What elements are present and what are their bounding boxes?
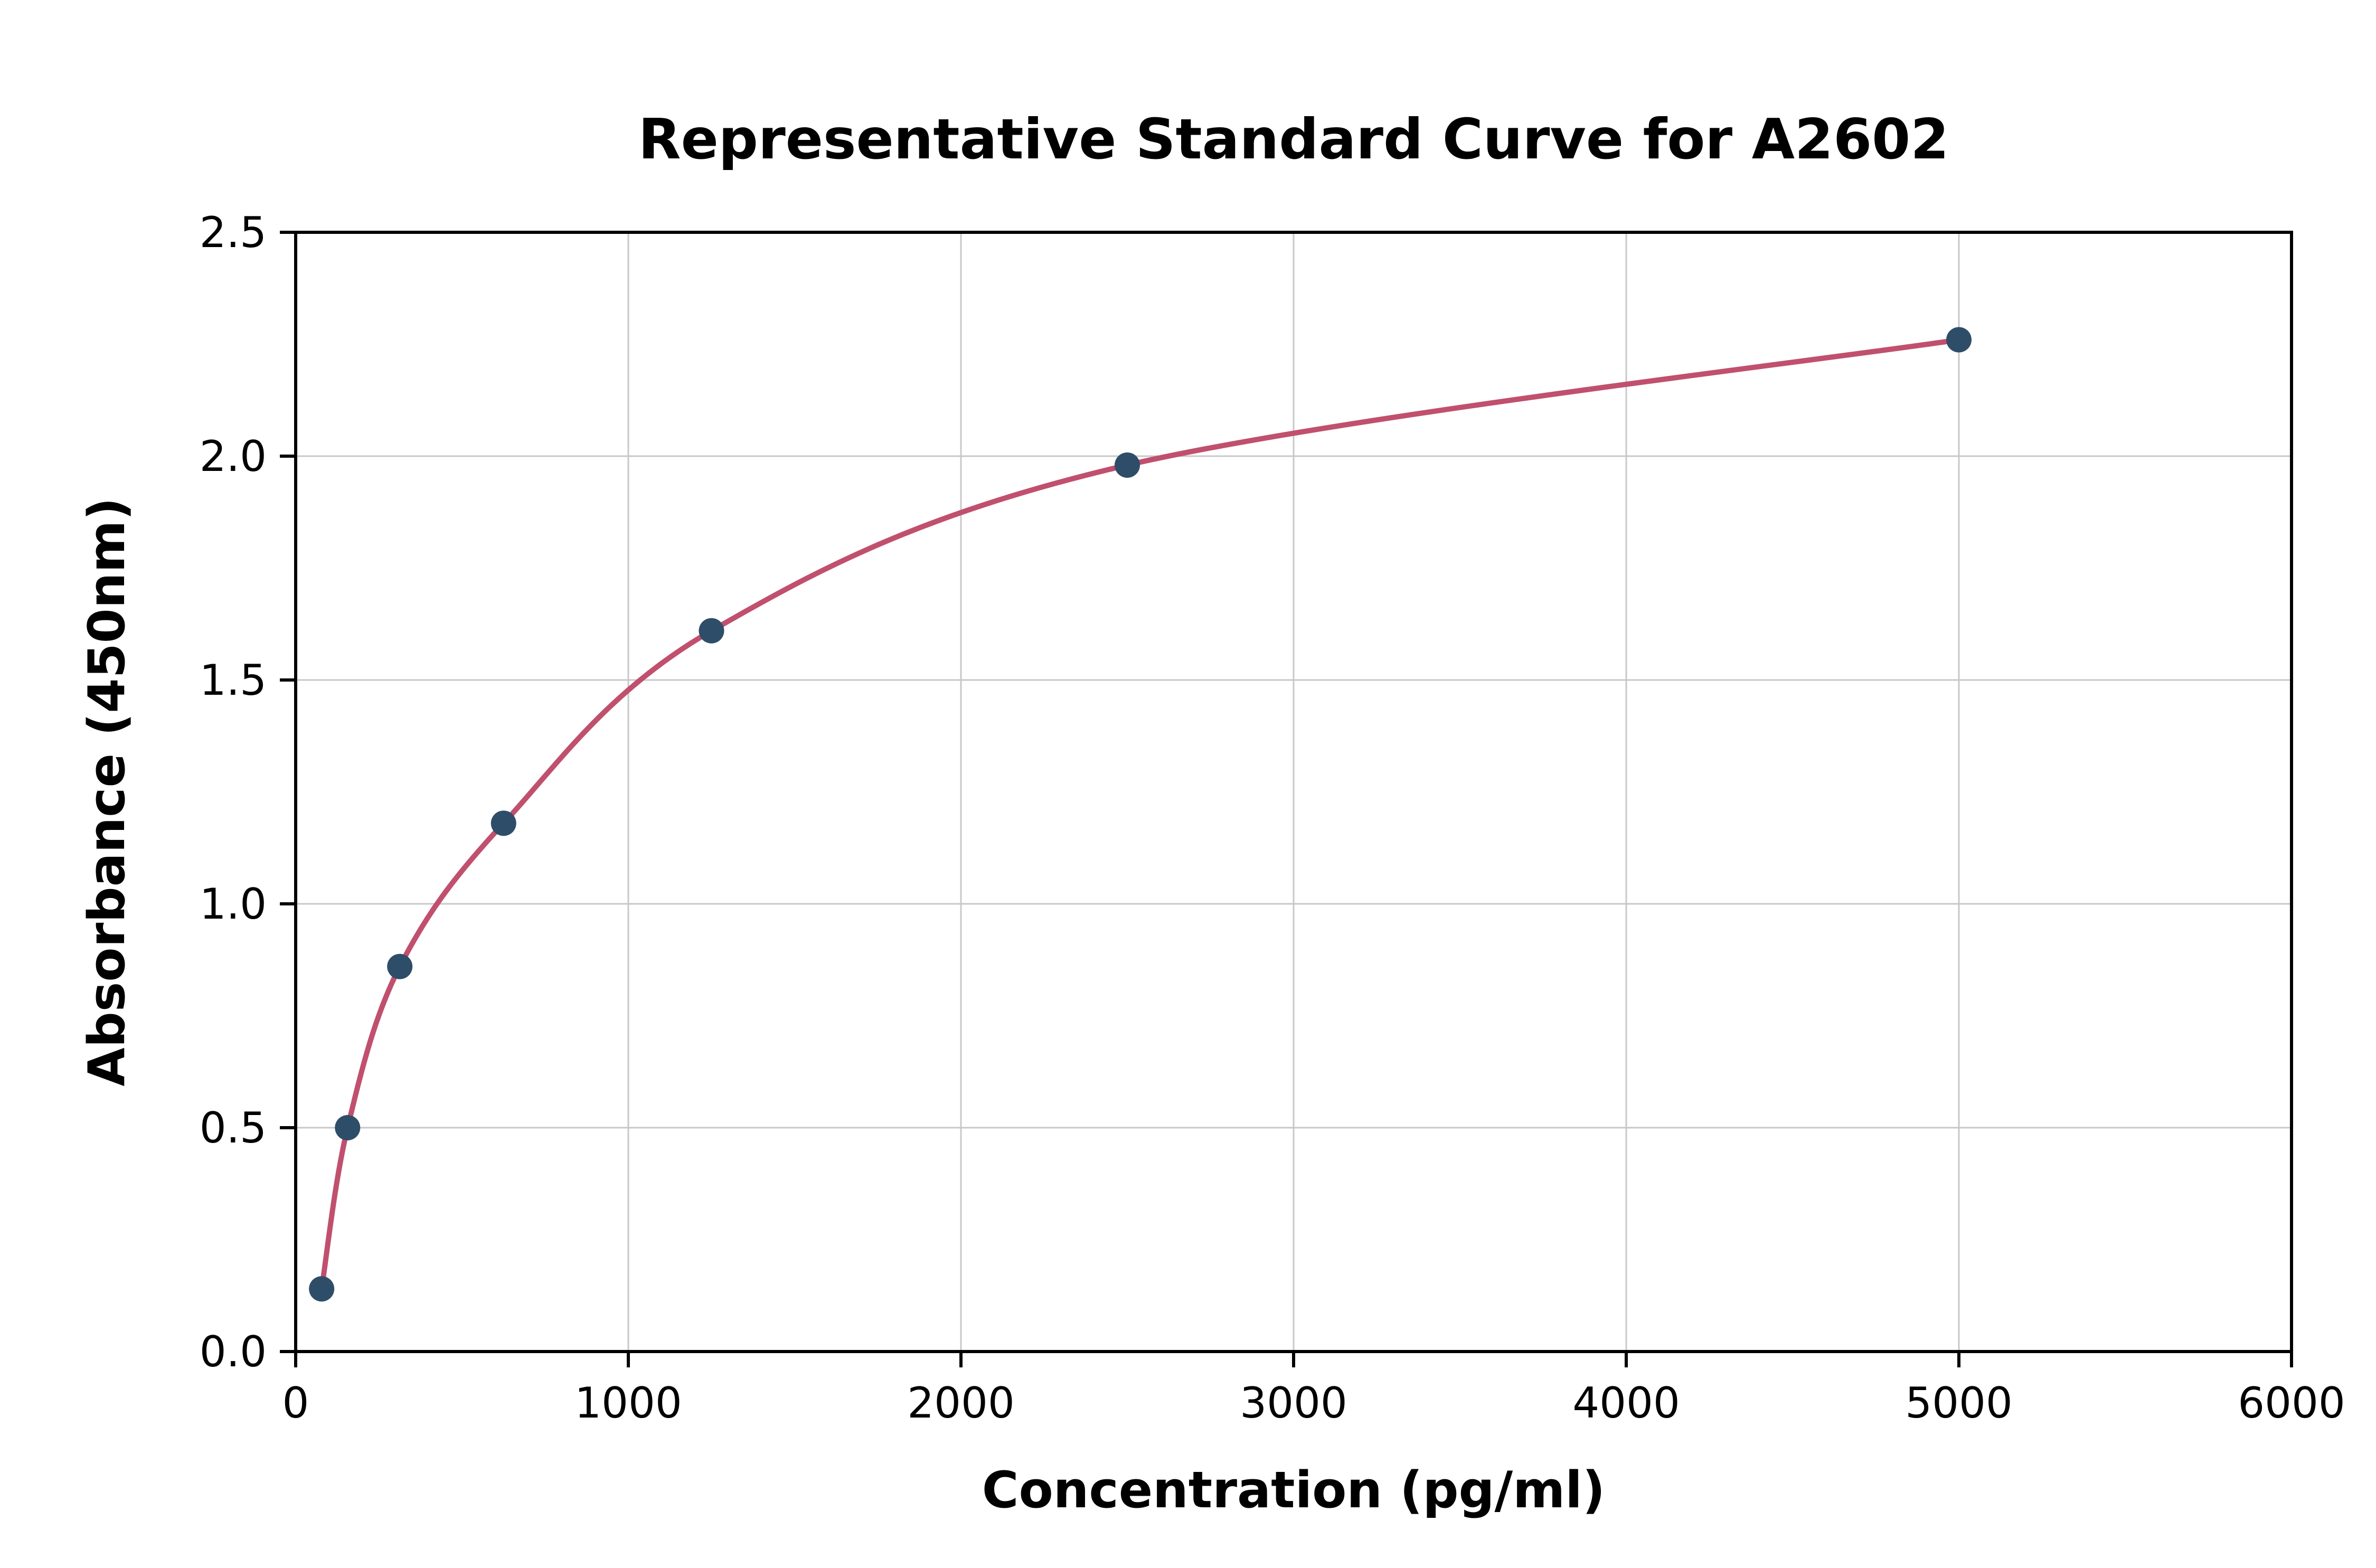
x-tick-label: 0 <box>282 1378 309 1428</box>
x-axis-label: Concentration (pg/ml) <box>982 1461 1605 1519</box>
data-point <box>699 618 724 644</box>
x-tick-label: 5000 <box>1905 1378 2013 1428</box>
data-point <box>1115 452 1140 478</box>
axis-ticks <box>280 231 2293 1367</box>
y-axis-label: Absorbance (450nm) <box>78 497 136 1087</box>
data-point <box>1946 327 1972 353</box>
y-tick-label: 1.0 <box>200 880 267 929</box>
fit-curve <box>319 337 1962 1292</box>
x-tick-label: 2000 <box>907 1378 1015 1428</box>
data-point <box>491 810 516 836</box>
y-tick-label: 1.5 <box>200 656 267 705</box>
y-tick-label: 2.0 <box>200 432 267 481</box>
data-point <box>387 953 413 979</box>
x-tick-label: 3000 <box>1240 1378 1347 1428</box>
x-tick-label: 6000 <box>2238 1378 2345 1428</box>
x-tick-label: 1000 <box>574 1378 682 1428</box>
data-points <box>309 327 1972 1302</box>
y-tick-label: 2.5 <box>200 208 267 257</box>
tick-labels: 0 1000 2000 3000 4000 5000 6000 0.0 0.5 1.0 1.5 2.0… <box>200 208 2345 1428</box>
data-point <box>309 1276 335 1302</box>
y-tick-label: 0.5 <box>200 1103 267 1153</box>
chart-title: Representative Standard Curve for A2602 <box>638 107 1949 172</box>
y-tick-label: 0.0 <box>200 1327 267 1376</box>
gridlines <box>295 231 2293 1353</box>
data-point <box>335 1115 361 1140</box>
x-tick-label: 4000 <box>1572 1378 1680 1428</box>
